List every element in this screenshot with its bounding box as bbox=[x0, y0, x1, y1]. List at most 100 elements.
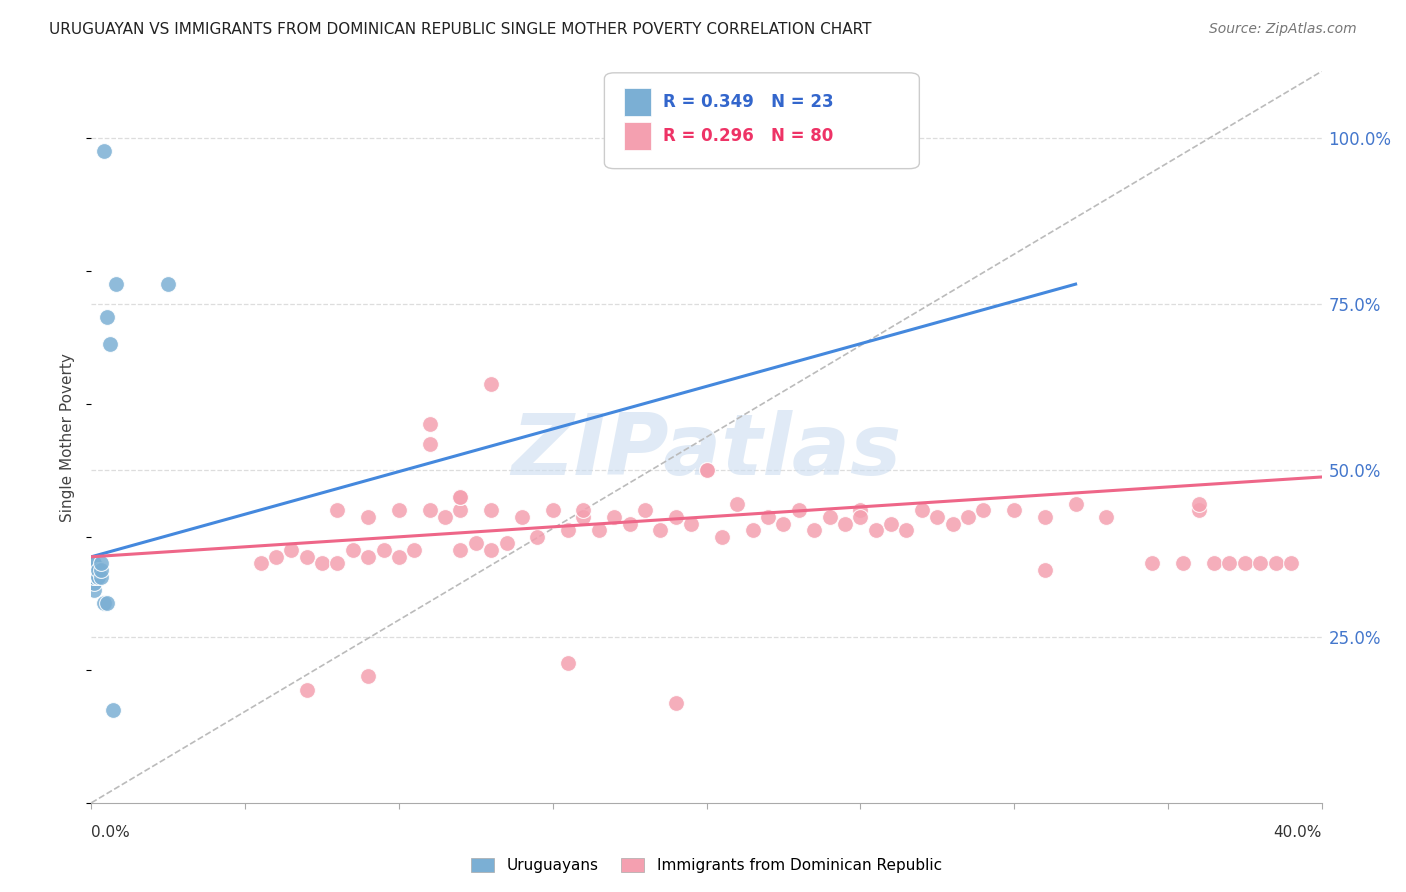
Point bbox=[865, 523, 887, 537]
Point bbox=[86, 570, 108, 584]
Point bbox=[942, 516, 965, 531]
Point bbox=[83, 563, 105, 577]
FancyBboxPatch shape bbox=[605, 73, 920, 169]
Point bbox=[264, 549, 287, 564]
Point bbox=[311, 557, 333, 571]
Point bbox=[96, 310, 118, 325]
Point bbox=[83, 570, 105, 584]
Point bbox=[526, 530, 548, 544]
FancyBboxPatch shape bbox=[624, 88, 651, 116]
Y-axis label: Single Mother Poverty: Single Mother Poverty bbox=[60, 352, 76, 522]
Point bbox=[696, 463, 718, 477]
Point bbox=[1218, 557, 1240, 571]
Point bbox=[449, 503, 471, 517]
Point bbox=[1233, 557, 1256, 571]
Point bbox=[557, 523, 579, 537]
Point bbox=[1187, 503, 1209, 517]
Point bbox=[419, 503, 441, 517]
Point bbox=[86, 563, 108, 577]
Point bbox=[1033, 563, 1056, 577]
Legend: Uruguayans, Immigrants from Dominican Republic: Uruguayans, Immigrants from Dominican Re… bbox=[465, 852, 948, 880]
Point bbox=[326, 503, 349, 517]
Point bbox=[90, 557, 112, 571]
Point bbox=[650, 523, 672, 537]
Point bbox=[495, 536, 517, 550]
Point bbox=[105, 277, 127, 292]
Point bbox=[295, 682, 318, 697]
Point bbox=[479, 543, 502, 558]
Point bbox=[619, 516, 641, 531]
Point bbox=[93, 144, 115, 158]
Text: URUGUAYAN VS IMMIGRANTS FROM DOMINICAN REPUBLIC SINGLE MOTHER POVERTY CORRELATIO: URUGUAYAN VS IMMIGRANTS FROM DOMINICAN R… bbox=[49, 22, 872, 37]
Point bbox=[741, 523, 763, 537]
Point bbox=[388, 503, 411, 517]
Point bbox=[541, 503, 564, 517]
Point bbox=[911, 503, 934, 517]
Point bbox=[710, 530, 733, 544]
Point bbox=[434, 509, 457, 524]
Point bbox=[665, 696, 688, 710]
Point bbox=[681, 516, 703, 531]
Text: R = 0.349   N = 23: R = 0.349 N = 23 bbox=[664, 93, 834, 112]
Point bbox=[1249, 557, 1271, 571]
Point bbox=[98, 337, 121, 351]
Point bbox=[449, 543, 471, 558]
Point bbox=[1142, 557, 1164, 571]
Point bbox=[295, 549, 318, 564]
Point bbox=[896, 523, 918, 537]
Point bbox=[83, 570, 105, 584]
Point bbox=[83, 563, 105, 577]
Point bbox=[603, 509, 626, 524]
Point bbox=[357, 549, 380, 564]
Point bbox=[725, 497, 748, 511]
Point bbox=[90, 563, 112, 577]
Point bbox=[404, 543, 426, 558]
Point bbox=[803, 523, 825, 537]
Point bbox=[787, 503, 810, 517]
Point bbox=[1095, 509, 1118, 524]
Point bbox=[83, 557, 105, 571]
Point bbox=[972, 503, 994, 517]
Point bbox=[818, 509, 841, 524]
Point bbox=[510, 509, 533, 524]
Point bbox=[1173, 557, 1195, 571]
Point bbox=[880, 516, 903, 531]
Point bbox=[449, 490, 471, 504]
Point bbox=[280, 543, 302, 558]
Point bbox=[756, 509, 779, 524]
Point bbox=[696, 463, 718, 477]
Point bbox=[849, 503, 872, 517]
Point bbox=[834, 516, 856, 531]
Text: 40.0%: 40.0% bbox=[1274, 825, 1322, 839]
Point bbox=[96, 596, 118, 610]
Point bbox=[357, 669, 380, 683]
Point bbox=[357, 509, 380, 524]
Point bbox=[572, 509, 595, 524]
Point bbox=[927, 509, 949, 524]
FancyBboxPatch shape bbox=[624, 122, 651, 150]
Point bbox=[479, 376, 502, 391]
Point bbox=[1002, 503, 1025, 517]
Point bbox=[1279, 557, 1302, 571]
Point bbox=[1064, 497, 1087, 511]
Point bbox=[101, 703, 124, 717]
Point bbox=[326, 557, 349, 571]
Point bbox=[557, 656, 579, 670]
Point bbox=[342, 543, 364, 558]
Point bbox=[249, 557, 271, 571]
Point bbox=[93, 596, 115, 610]
Point bbox=[83, 576, 105, 591]
Text: R = 0.296   N = 80: R = 0.296 N = 80 bbox=[664, 127, 834, 145]
Text: 0.0%: 0.0% bbox=[91, 825, 131, 839]
Point bbox=[90, 570, 112, 584]
Point bbox=[772, 516, 794, 531]
Point bbox=[1033, 509, 1056, 524]
Point bbox=[449, 490, 471, 504]
Point bbox=[86, 570, 108, 584]
Point bbox=[572, 503, 595, 517]
Point bbox=[419, 417, 441, 431]
Point bbox=[956, 509, 979, 524]
Point bbox=[419, 436, 441, 450]
Point bbox=[1264, 557, 1286, 571]
Point bbox=[665, 509, 688, 524]
